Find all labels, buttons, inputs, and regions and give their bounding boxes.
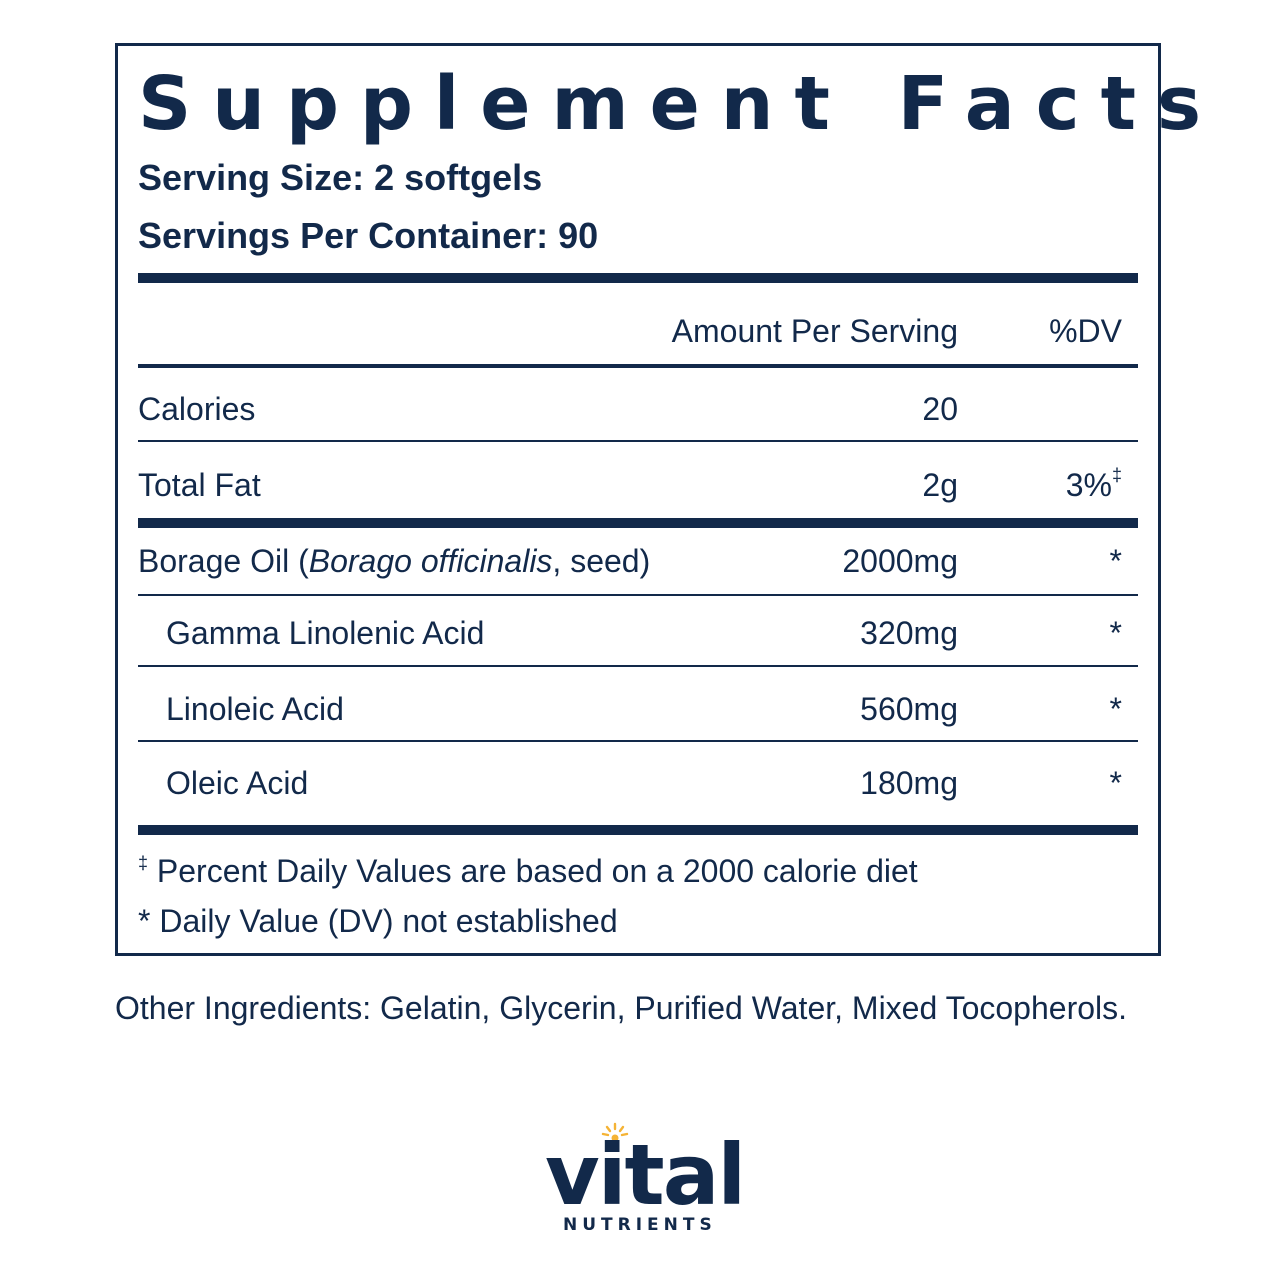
name-plain: Borage Oil (: [138, 543, 309, 579]
row-name: Oleic Acid: [166, 765, 309, 801]
row-name: Total Fat: [138, 467, 261, 503]
row-name: Borage Oil (Borago officinalis, seed): [138, 536, 650, 586]
divider-thick: [138, 825, 1138, 835]
divider-thin: [138, 440, 1138, 442]
row-gamma-linolenic-acid: Gamma Linolenic Acid 320mg *: [138, 608, 1138, 658]
row-name: Calories: [138, 391, 256, 427]
row-dv: *: [1109, 543, 1122, 579]
sun-icon: [601, 1122, 629, 1142]
row-name: Linoleic Acid: [166, 691, 344, 727]
divider-thin: [138, 594, 1138, 596]
botanical-name: Borago officinalis: [308, 543, 553, 579]
other-ingredients: Other Ingredients: Gelatin, Glycerin, Pu…: [115, 990, 1128, 1026]
double-dagger-mark: ‡: [138, 853, 149, 873]
row-amount: 320mg: [860, 615, 958, 651]
row-amount: 20: [922, 391, 958, 427]
row-dv: *: [1109, 691, 1122, 727]
row-linoleic-acid: Linoleic Acid 560mg *: [138, 684, 1138, 734]
header-amount: Amount Per Serving: [671, 313, 958, 349]
logo-subtext: NUTRIENTS: [563, 1215, 717, 1235]
logo-wordmark: vital: [545, 1126, 746, 1224]
row-oleic-acid: Oleic Acid 180mg *: [138, 758, 1138, 808]
row-dv: *: [1109, 765, 1122, 801]
header-dv: %DV: [1049, 313, 1122, 349]
footnote-text: Percent Daily Values are based on a 2000…: [148, 853, 918, 889]
row-dv: 3%‡: [1066, 460, 1122, 510]
footnote-dv-not-established: * Daily Value (DV) not established: [138, 903, 618, 939]
divider-medium: [138, 364, 1138, 368]
row-total-fat: Total Fat 2g 3%‡: [138, 460, 1138, 510]
divider-thick: [138, 518, 1138, 528]
row-amount: 2000mg: [842, 543, 958, 579]
supplement-facts-panel: Supplement Facts Serving Size: 2 softgel…: [115, 43, 1201, 956]
row-dv: *: [1109, 615, 1122, 651]
row-amount: 560mg: [860, 691, 958, 727]
divider-thin: [138, 665, 1138, 667]
footnote-percent-dv: ‡ Percent Daily Values are based on a 20…: [138, 849, 918, 893]
dv-value: 3%: [1065, 467, 1112, 503]
panel-title: Supplement Facts: [138, 61, 1223, 147]
vital-nutrients-logo: vital NUTRIENTS: [545, 1122, 746, 1240]
row-name: Gamma Linolenic Acid: [166, 615, 485, 651]
row-borage-oil: Borage Oil (Borago officinalis, seed) 20…: [138, 536, 1138, 586]
row-amount: 180mg: [860, 765, 958, 801]
divider-thick: [138, 273, 1138, 283]
row-calories: Calories 20: [138, 384, 1138, 434]
row-amount: 2g: [922, 467, 958, 503]
double-dagger-mark: ‡: [1111, 465, 1122, 485]
name-rest: , seed): [552, 543, 651, 579]
serving-size: Serving Size: 2 softgels: [138, 157, 543, 198]
divider-thin: [138, 740, 1138, 742]
servings-per-container: Servings Per Container: 90: [138, 215, 599, 256]
header-row: Amount Per Serving %DV: [138, 306, 1138, 356]
